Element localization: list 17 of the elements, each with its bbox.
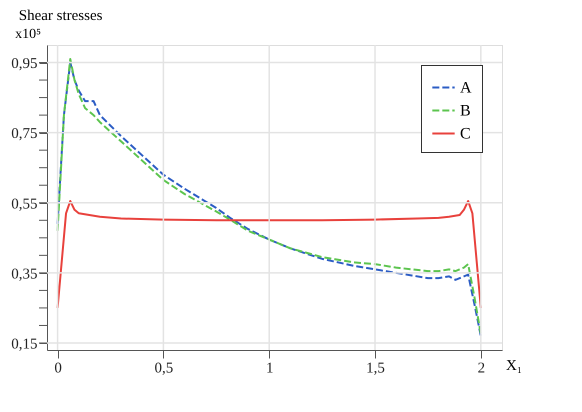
y-tick-label: 0,55 — [11, 196, 38, 212]
chart-title: Shear stresses — [18, 8, 103, 24]
x-tick-label: 1 — [266, 360, 274, 376]
y-tick-label: 0,95 — [11, 56, 38, 72]
legend-label: C — [460, 126, 471, 142]
legend-label: B — [460, 102, 471, 120]
y-axis-title: x10⁵ — [15, 27, 42, 42]
x-tick-label: 0 — [54, 360, 62, 376]
x-axis-title: X₁ — [506, 358, 522, 374]
line-series — [56, 200, 482, 309]
y-tick-label: 0,35 — [11, 266, 38, 282]
y-tick-label: 0,15 — [11, 336, 38, 352]
x-tick-label: 0,5 — [154, 360, 174, 376]
x-tick-label: 1,5 — [366, 360, 385, 376]
legend-label: A — [460, 80, 472, 96]
y-tick-label: 0,75 — [11, 126, 38, 142]
x-tick-label: 2 — [478, 360, 486, 376]
